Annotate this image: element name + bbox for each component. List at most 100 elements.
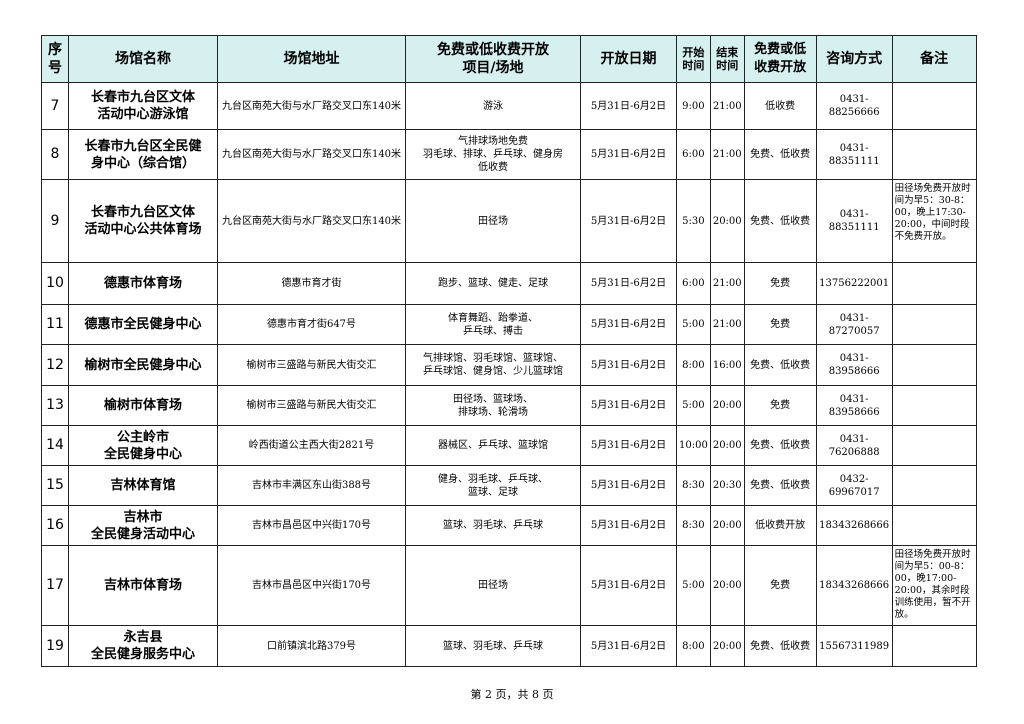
items: 体育舞蹈、跆拳道、 乒乓球、搏击	[405, 304, 581, 345]
remark	[891, 129, 977, 180]
fee-type: 低收费	[743, 82, 817, 130]
items: 田径场	[405, 179, 581, 263]
venue-name: 永吉县 全民健身服务中心	[68, 625, 218, 667]
start-time: 6:00	[676, 129, 711, 180]
remark	[891, 82, 977, 130]
address: 九台区南苑大街与水厂路交叉口东140米	[217, 129, 406, 180]
row-index: 17	[41, 545, 69, 626]
start-time: 6:00	[676, 262, 711, 305]
items: 田径场、篮球场、 排球场、轮滑场	[405, 385, 581, 426]
contact: 0431-76206888	[815, 425, 893, 466]
fee-type: 免费、低收费	[743, 425, 817, 466]
items: 器械区、乒乓球、篮球馆	[405, 425, 581, 466]
venue-name: 长春市九台区文体 活动中心游泳馆	[68, 82, 218, 130]
items: 篮球、羽毛球、乒乓球	[405, 505, 581, 546]
start-time: 5:30	[676, 179, 711, 263]
items: 田径场	[405, 545, 581, 626]
dates: 5月31日-6月2日	[580, 262, 677, 305]
fee-type: 免费、低收费	[743, 625, 817, 667]
venue-name: 吉林市体育场	[68, 545, 218, 626]
header-row: 序 号场馆名称 场馆地址 免费或低收费开放 项目/场地 开放日期 开始 时间 结束 时间免…	[41, 35, 977, 83]
dates: 5月31日-6月2日	[580, 625, 677, 667]
table-row: 15 吉林体育馆 吉林市丰满区东山街388号 健身、羽毛球、乒乓球、 篮球、足球 5月3…	[41, 465, 977, 506]
venue-name: 榆树市体育场	[68, 385, 218, 426]
venue-name: 德惠市体育场	[68, 262, 218, 305]
table-row: 14 公主岭市 全民健身中心 岭西街道公主西大街2821号 器械区、乒乓球、篮球馆 5月…	[41, 425, 977, 466]
address: 吉林市丰满区东山街388号	[217, 465, 406, 506]
fee-type: 免费、低收费	[743, 179, 817, 263]
header-cell: 免费或低收费开放 项目/场地	[405, 35, 581, 83]
dates: 5月31日-6月2日	[580, 385, 677, 426]
page-footer: 第 2 页，共 8 页	[470, 688, 554, 701]
contact: 13756222001	[815, 262, 893, 305]
dates: 5月31日-6月2日	[580, 545, 677, 626]
venue-name: 德惠市全民健身中心	[68, 304, 218, 345]
table-row: 19 永吉县 全民健身服务中心 口前镇滨北路379号 篮球、羽毛球、乒乓球 5月31日-…	[41, 625, 977, 667]
row-index: 8	[41, 129, 69, 180]
table-row: 17 吉林市体育场 吉林市昌邑区中兴街170号 田径场 5月31日-6月2日 5:00 20…	[41, 545, 977, 626]
remark	[891, 385, 977, 426]
items: 篮球、羽毛球、乒乓球	[405, 625, 581, 667]
remark	[891, 425, 977, 466]
address: 九台区南苑大街与水厂路交叉口东140米	[217, 82, 406, 130]
address: 德惠市育才街647号	[217, 304, 406, 345]
start-time: 9:00	[676, 82, 711, 130]
dates: 5月31日-6月2日	[580, 344, 677, 386]
table-row: 9 长春市九台区文体 活动中心公共体育场 九台区南苑大街与水厂路交叉口东140米 田径…	[41, 179, 977, 263]
table-row: 12 榆树市全民健身中心 榆树市三盛路与新民大街交汇 气排球馆、羽毛球馆、篮球馆、 乒…	[41, 344, 977, 386]
dates: 5月31日-6月2日	[580, 179, 677, 263]
table-row: 16 吉林市 全民健身活动中心 吉林市昌邑区中兴街170号 篮球、羽毛球、乒乓球 5月3…	[41, 505, 977, 546]
fee-type: 免费、低收费	[743, 465, 817, 506]
row-index: 15	[41, 465, 69, 506]
end-time: 20:00	[709, 545, 745, 626]
table-row: 7 长春市九台区文体 活动中心游泳馆 九台区南苑大街与水厂路交叉口东140米 游泳 5月…	[41, 82, 977, 130]
row-index: 10	[41, 262, 69, 305]
contact: 0431-83958666	[815, 385, 893, 426]
table-row: 11 德惠市全民健身中心 德惠市育才街647号 体育舞蹈、跆拳道、 乒乓球、搏击 5月3…	[41, 304, 977, 345]
table-body: 7 长春市九台区文体 活动中心游泳馆 九台区南苑大街与水厂路交叉口东140米 游泳 5月…	[41, 82, 977, 667]
table-row: 8 长春市九台区全民健 身中心（综合馆） 九台区南苑大街与水厂路交叉口东140米 气排…	[41, 129, 977, 180]
end-time: 21:00	[709, 304, 745, 345]
fee-type: 低收费开放	[743, 505, 817, 546]
items: 游泳	[405, 82, 581, 130]
contact: 15567311989	[815, 625, 893, 667]
start-time: 8:00	[676, 625, 711, 667]
address: 吉林市昌邑区中兴街170号	[217, 545, 406, 626]
end-time: 20:30	[709, 465, 745, 506]
header-cell: 备注	[891, 35, 977, 83]
table-row: 13 榆树市体育场 榆树市三盛路与新民大街交汇 田径场、篮球场、 排球场、轮滑场 5月3…	[41, 385, 977, 426]
fee-type: 免费	[743, 385, 817, 426]
row-index: 13	[41, 385, 69, 426]
end-time: 20:00	[709, 385, 745, 426]
start-time: 10:00	[676, 425, 711, 466]
venue-name: 吉林体育馆	[68, 465, 218, 506]
start-time: 5:00	[676, 304, 711, 345]
contact: 0431-88256666	[815, 82, 893, 130]
remark	[891, 262, 977, 305]
end-time: 16:00	[709, 344, 745, 386]
fee-type: 免费	[743, 545, 817, 626]
dates: 5月31日-6月2日	[580, 82, 677, 130]
row-index: 9	[41, 179, 69, 263]
venue-name: 长春市九台区全民健 身中心（综合馆）	[68, 129, 218, 180]
row-index: 14	[41, 425, 69, 466]
address: 岭西街道公主西大街2821号	[217, 425, 406, 466]
address: 德惠市育才街	[217, 262, 406, 305]
start-time: 8:00	[676, 344, 711, 386]
venue-name: 公主岭市 全民健身中心	[68, 425, 218, 466]
row-index: 16	[41, 505, 69, 546]
dates: 5月31日-6月2日	[580, 465, 677, 506]
remark	[891, 465, 977, 506]
venue-name: 榆树市全民健身中心	[68, 344, 218, 386]
header-cell: 开放日期	[580, 35, 677, 83]
start-time: 5:00	[676, 545, 711, 626]
venue-table: 序 号场馆名称 场馆地址 免费或低收费开放 项目/场地 开放日期 开始 时间 结束 时间免…	[41, 35, 977, 667]
remark	[891, 304, 977, 345]
remark	[891, 344, 977, 386]
contact: 18343268666	[815, 545, 893, 626]
end-time: 21:00	[709, 82, 745, 130]
dates: 5月31日-6月2日	[580, 304, 677, 345]
address: 吉林市昌邑区中兴街170号	[217, 505, 406, 546]
contact: 0432-69967017	[815, 465, 893, 506]
